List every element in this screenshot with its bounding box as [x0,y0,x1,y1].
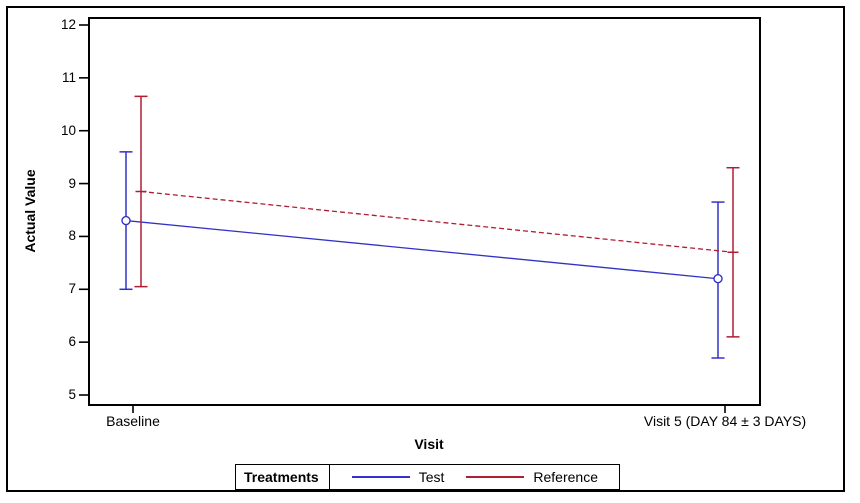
legend-line-sample-reference [466,476,525,478]
y-tick-label: 6 [68,334,76,350]
y-axis-title: Actual Value [22,169,38,253]
x-axis-title: Visit [414,436,444,452]
y-tick-label: 7 [68,281,76,297]
legend-title: Treatments [244,469,319,485]
legend-entries: Test Reference [330,469,619,485]
legend-entry-label: Reference [533,469,598,485]
y-tick-label: 12 [60,17,76,32]
x-tick-label: Visit 5 (DAY 84 ± 3 DAYS) [643,413,807,429]
figure-border [6,6,845,492]
plot-area [88,17,761,406]
legend: Treatments Test Reference [235,464,620,490]
y-tick-label: 9 [68,175,76,191]
series-line-reference [140,190,734,253]
y-tick-label: 11 [61,69,76,85]
series-line-test [125,219,719,280]
y-tick-label: 5 [68,387,76,402]
y-tick-label: 10 [60,122,76,138]
y-tick-label: 8 [68,228,76,244]
x-tick-label: Baseline [106,413,160,429]
mean-marker-circle [713,274,723,284]
mean-marker-circle [121,215,131,226]
legend-divider [328,465,330,489]
legend-line-sample-test [351,476,410,478]
legend-entry-label: Test [418,469,445,485]
